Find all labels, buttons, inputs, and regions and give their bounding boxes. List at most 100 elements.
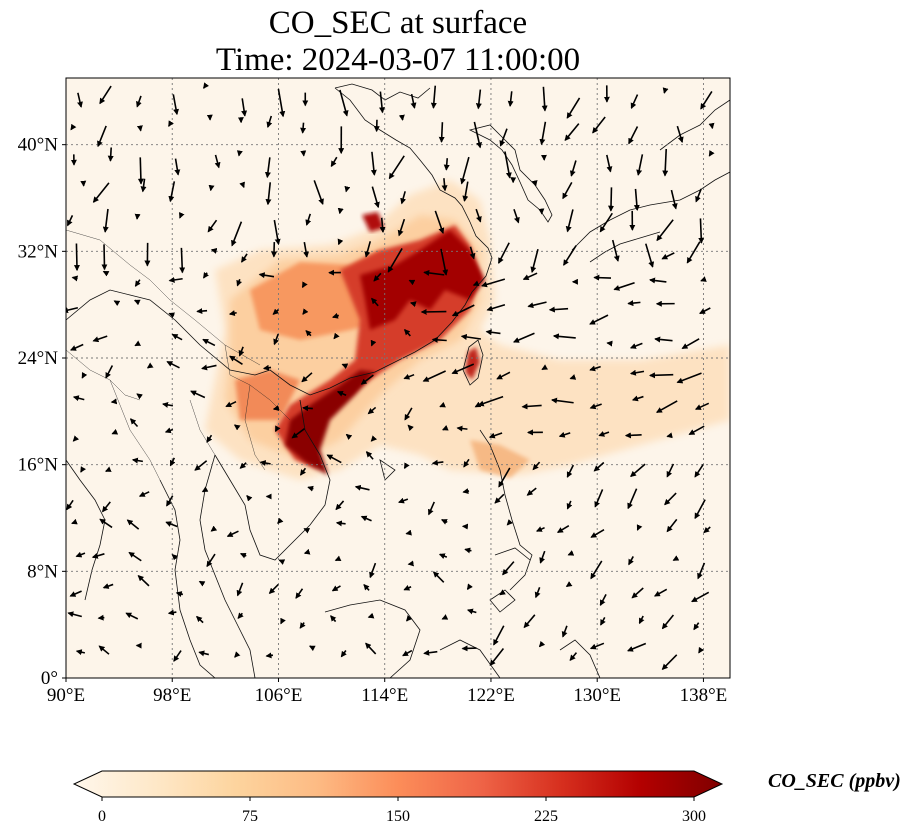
- wind-arrow: [566, 464, 575, 478]
- wind-arrow: [700, 90, 713, 110]
- wind-arrow: [137, 574, 150, 587]
- wind-arrow: [125, 612, 139, 620]
- wind-arrow: [214, 154, 221, 169]
- wind-arrow: [662, 148, 669, 177]
- lon-tick-label: 106°E: [255, 685, 303, 706]
- wind-arrow: [539, 121, 547, 146]
- wind-arrow: [655, 400, 678, 413]
- wind-arrow: [439, 401, 446, 408]
- wind-arrow: [210, 525, 218, 532]
- wind-arrow: [628, 126, 639, 145]
- wind-arrow: [73, 243, 80, 272]
- wind-arrow: [272, 308, 280, 315]
- wind-arrow: [303, 548, 311, 555]
- wind-arrow: [589, 403, 602, 410]
- wind-arrow: [202, 338, 216, 347]
- wind-arrow: [136, 393, 143, 400]
- wind-arrow: [403, 585, 412, 591]
- wind-arrow: [600, 617, 606, 626]
- wind-arrow: [300, 122, 307, 134]
- wind-arrow: [589, 365, 601, 372]
- wind-arrow: [305, 213, 312, 226]
- wind-arrow: [277, 88, 286, 118]
- colorbar-tick-label: 0: [98, 808, 106, 825]
- wind-arrow: [80, 466, 86, 473]
- wind-arrow: [430, 85, 437, 109]
- wind-arrow: [301, 372, 313, 383]
- wind-arrow: [636, 154, 644, 176]
- wind-arrow: [146, 362, 154, 369]
- wind-arrow: [379, 91, 385, 114]
- wind-arrow: [656, 219, 674, 242]
- wind-arrow: [463, 458, 470, 468]
- wind-arrow: [486, 303, 506, 312]
- wind-arrow: [441, 178, 448, 192]
- wind-arrow: [440, 248, 449, 276]
- wind-arrow: [631, 395, 644, 402]
- wind-arrow: [262, 364, 272, 371]
- wind-arrow: [694, 499, 706, 520]
- wind-arrow: [499, 128, 508, 147]
- wind-arrow: [686, 241, 701, 264]
- wind-arrow: [409, 301, 417, 308]
- wind-arrow: [198, 580, 206, 587]
- wind-arrow: [360, 374, 374, 385]
- wind-arrow: [506, 519, 513, 526]
- wind-arrow: [268, 583, 279, 595]
- wind-arrow: [336, 390, 347, 397]
- wind-arrow: [473, 121, 483, 149]
- wind-arrow: [666, 518, 678, 533]
- wind-arrow: [72, 435, 80, 442]
- wind-arrow: [225, 400, 237, 408]
- wind-arrow: [404, 407, 413, 421]
- wind-arrow: [407, 424, 414, 432]
- wind-arrow: [266, 115, 273, 128]
- wind-arrow: [136, 125, 143, 132]
- wind-arrow: [330, 156, 338, 168]
- wind-arrow: [530, 249, 539, 273]
- wind-arrow: [229, 355, 243, 365]
- wind-arrow: [552, 333, 576, 340]
- wind-arrow: [564, 123, 580, 141]
- wind-arrow: [81, 372, 88, 379]
- country-borders: [66, 229, 291, 481]
- wind-arrow: [477, 395, 504, 407]
- wind-arrow: [75, 649, 86, 656]
- wind-arrow: [273, 219, 281, 246]
- wind-arrow: [299, 467, 307, 476]
- wind-arrow: [307, 485, 314, 492]
- lon-tick-label: 98°E: [153, 685, 191, 706]
- wind-arrow: [105, 365, 114, 379]
- wind-arrow: [466, 583, 473, 591]
- wind-arrow: [231, 221, 243, 247]
- wind-arrow: [654, 588, 668, 597]
- colorbar-tick-label: 225: [534, 808, 558, 825]
- wind-arrow: [431, 459, 444, 466]
- wind-arrow: [302, 308, 309, 315]
- wind-arrow: [662, 87, 669, 94]
- wind-arrow: [703, 526, 711, 534]
- wind-arrow: [331, 312, 340, 319]
- wind-arrow: [562, 181, 573, 200]
- wind-arrow: [126, 519, 140, 530]
- wind-vectors: [66, 82, 715, 670]
- wind-arrow: [708, 150, 715, 157]
- wind-arrow: [274, 425, 281, 433]
- wind-arrow: [265, 182, 272, 206]
- axis-ticks: 0° 8°N 16°N 24°N 32°N 40°N 90°E 98°E 106°E 114°E 1…: [18, 135, 728, 706]
- wind-arrow: [507, 91, 514, 107]
- wind-arrow: [541, 86, 548, 112]
- wind-arrow: [134, 279, 141, 287]
- wind-arrow: [299, 622, 306, 629]
- wind-arrow: [569, 160, 577, 177]
- wind-arrow: [236, 278, 243, 287]
- wind-arrow: [438, 122, 445, 143]
- wind-arrow: [593, 461, 605, 472]
- wind-arrow: [70, 343, 84, 351]
- wind-arrow: [264, 157, 271, 179]
- wind-arrow: [174, 158, 181, 176]
- wind-arrow: [167, 609, 177, 616]
- wind-arrow: [599, 212, 613, 233]
- wind-arrow: [337, 207, 344, 215]
